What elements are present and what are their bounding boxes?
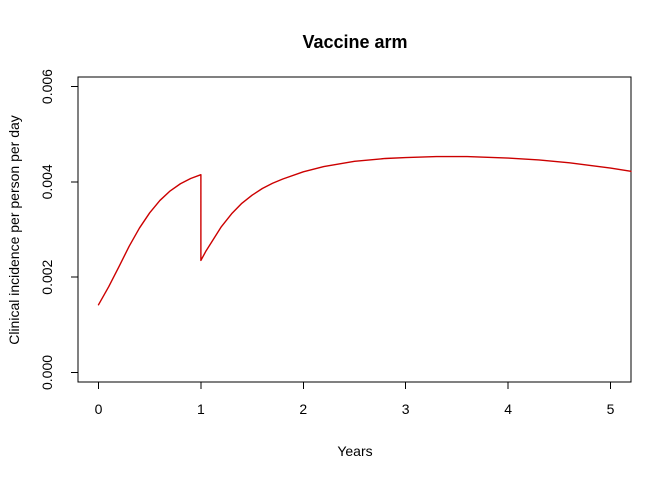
x-tick-label: 0 [95,401,103,417]
y-axis-ticks: 0.000 0.002 0.004 0.006 [39,69,78,390]
x-tick-label: 2 [299,401,307,417]
x-tick-label: 3 [402,401,410,417]
x-axis-label: Years [337,443,372,459]
plot-area-box [77,76,632,383]
x-tick-label: 4 [504,401,512,417]
series-layer [97,155,632,306]
y-tick-label: 0.006 [39,69,55,104]
x-tick-label: 1 [197,401,205,417]
x-axis-ticks: 0 1 2 3 4 5 [95,382,615,417]
y-axis-label: Clinical incidence per person per day [6,115,22,345]
y-tick-label: 0.002 [39,259,55,294]
x-tick-label: 5 [607,401,615,417]
y-tick-label: 0.004 [39,164,55,199]
chart-title: Vaccine arm [302,32,407,52]
incidence-line [97,155,632,306]
y-tick-label: 0.000 [39,355,55,390]
